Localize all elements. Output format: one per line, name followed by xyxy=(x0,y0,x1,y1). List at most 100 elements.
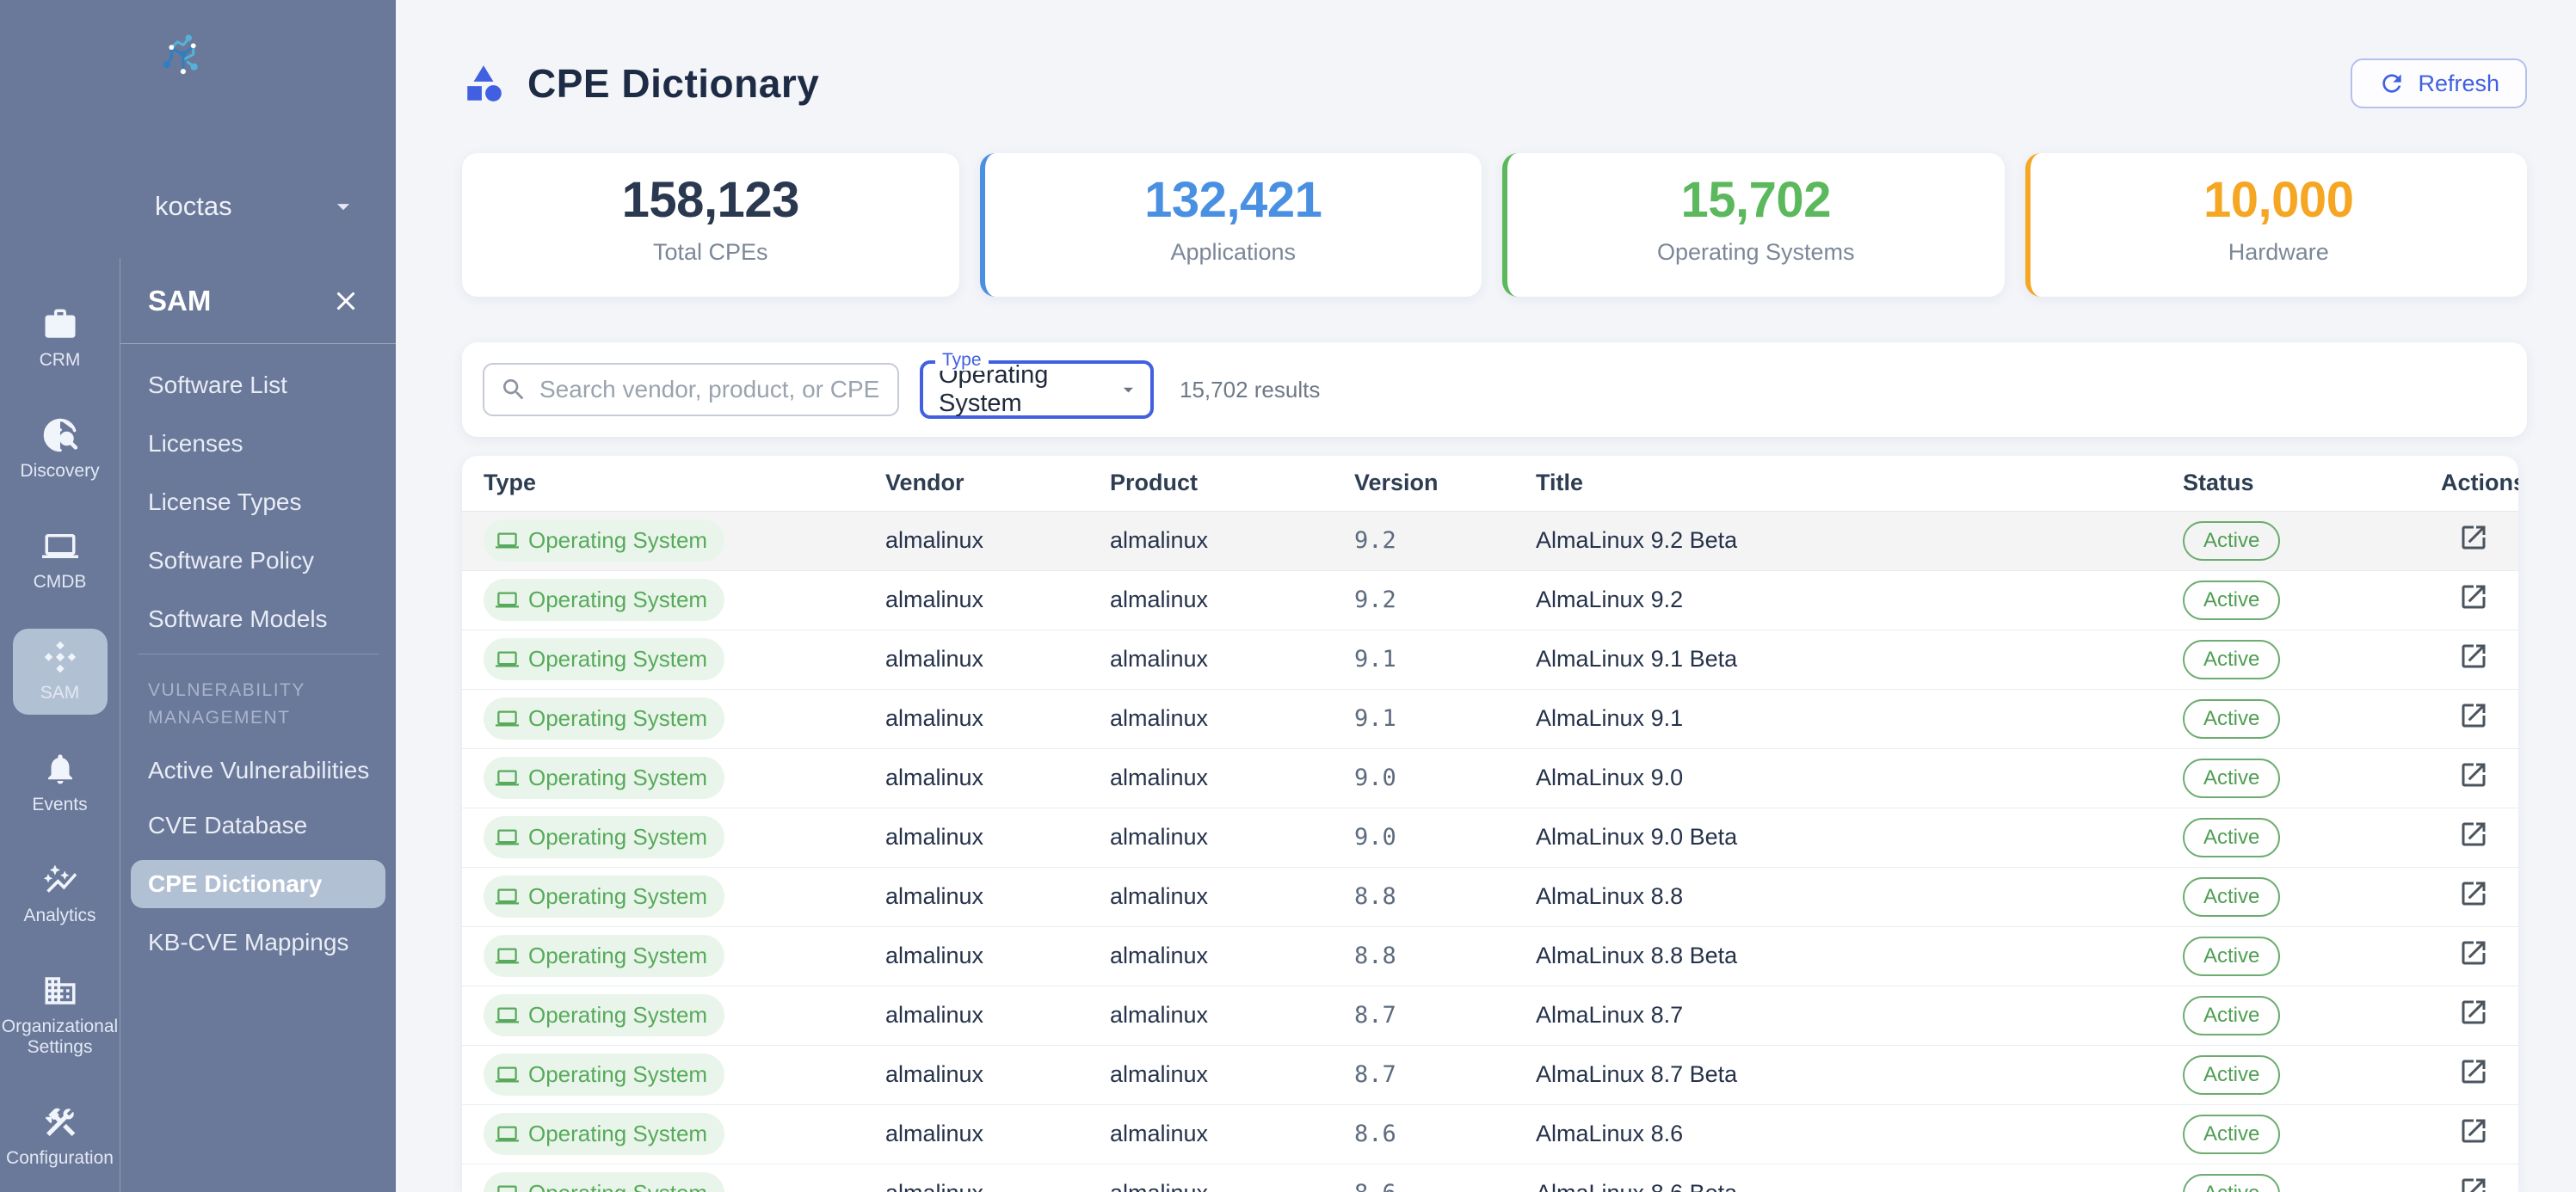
rail-item-crm[interactable]: CRM xyxy=(13,296,108,381)
open-in-new-icon xyxy=(2458,759,2489,790)
tenant-dropdown[interactable]: koctas xyxy=(155,182,358,230)
menu-item-software-policy[interactable]: Software Policy xyxy=(120,531,396,590)
type-chip: Operating System xyxy=(484,638,724,680)
open-in-new-icon xyxy=(2458,641,2489,672)
table-row[interactable]: Operating Systemalmalinuxalmalinux8.8Alm… xyxy=(462,867,2518,926)
stat-card-hardware: 10,000 Hardware xyxy=(2025,153,2528,297)
type-cell: Operating System xyxy=(462,1104,885,1164)
laptop-icon xyxy=(496,885,519,908)
laptop-icon xyxy=(496,648,519,671)
stat-value: 158,123 xyxy=(622,171,799,229)
rail-item-discovery[interactable]: Discovery xyxy=(13,407,108,492)
status-cell: Active xyxy=(2183,1045,2441,1104)
table-row[interactable]: Operating Systemalmalinuxalmalinux8.6Alm… xyxy=(462,1164,2518,1192)
open-in-new-button[interactable] xyxy=(2458,1056,2489,1087)
menu-item-cve-database[interactable]: CVE Database xyxy=(120,798,396,853)
status-cell: Active xyxy=(2183,986,2441,1045)
table-row[interactable]: Operating Systemalmalinuxalmalinux9.0Alm… xyxy=(462,748,2518,808)
open-in-new-button[interactable] xyxy=(2458,819,2489,850)
type-chip-label: Operating System xyxy=(528,527,707,554)
version-cell: 9.2 xyxy=(1354,511,1536,570)
type-chip: Operating System xyxy=(484,1054,724,1096)
actions-cell xyxy=(2441,1045,2518,1104)
table-row[interactable]: Operating Systemalmalinuxalmalinux8.7Alm… xyxy=(462,1045,2518,1104)
open-in-new-button[interactable] xyxy=(2458,937,2489,968)
type-chip: Operating System xyxy=(484,519,724,562)
type-chip-label: Operating System xyxy=(528,587,707,613)
type-chip: Operating System xyxy=(484,935,724,977)
actions-cell xyxy=(2441,748,2518,808)
product-cell: almalinux xyxy=(1110,630,1354,689)
table-row[interactable]: Operating Systemalmalinuxalmalinux9.2Alm… xyxy=(462,511,2518,570)
title-cell: AlmaLinux 8.8 Beta xyxy=(1536,926,2183,986)
sidebar-top: koctas xyxy=(0,0,396,258)
laptop-icon xyxy=(496,588,519,611)
menu-item-licenses[interactable]: Licenses xyxy=(120,415,396,473)
refresh-button[interactable]: Refresh xyxy=(2351,58,2527,108)
table-row[interactable]: Operating Systemalmalinuxalmalinux9.2Alm… xyxy=(462,570,2518,630)
actions-cell xyxy=(2441,570,2518,630)
open-in-new-icon xyxy=(2458,878,2489,909)
open-in-new-button[interactable] xyxy=(2458,641,2489,672)
status-cell: Active xyxy=(2183,867,2441,926)
table-row[interactable]: Operating Systemalmalinuxalmalinux8.7Alm… xyxy=(462,986,2518,1045)
menu-item-active-vulnerabilities[interactable]: Active Vulnerabilities xyxy=(120,743,396,798)
menu-item-software-models[interactable]: Software Models xyxy=(120,590,396,648)
laptop-icon xyxy=(496,529,519,552)
stat-label: Operating Systems xyxy=(1657,239,1855,266)
open-in-new-button[interactable] xyxy=(2458,878,2489,909)
cpe-table-card: TypeVendorProductVersionTitleStatusActio… xyxy=(462,456,2518,1192)
type-chip-label: Operating System xyxy=(528,1002,707,1029)
laptop-icon xyxy=(496,826,519,849)
search-input[interactable] xyxy=(539,376,882,403)
title-cell: AlmaLinux 9.0 Beta xyxy=(1536,808,2183,867)
vendor-cell: almalinux xyxy=(885,1045,1110,1104)
table-row[interactable]: Operating Systemalmalinuxalmalinux8.8Alm… xyxy=(462,926,2518,986)
menu-item-software-list[interactable]: Software List xyxy=(120,356,396,415)
cpe-table: TypeVendorProductVersionTitleStatusActio… xyxy=(462,456,2518,1192)
rail-item-sam[interactable]: SAM xyxy=(13,629,108,714)
open-in-new-button[interactable] xyxy=(2458,700,2489,731)
version-cell: 8.6 xyxy=(1354,1104,1536,1164)
vendor-cell: almalinux xyxy=(885,511,1110,570)
open-in-new-button[interactable] xyxy=(2458,1115,2489,1146)
open-in-new-button[interactable] xyxy=(2458,581,2489,612)
type-select[interactable]: Type Operating System xyxy=(920,360,1154,419)
table-row[interactable]: Operating Systemalmalinuxalmalinux9.1Alm… xyxy=(462,689,2518,748)
menu-item-kb-cve-mappings[interactable]: KB-CVE Mappings xyxy=(120,915,396,970)
table-row[interactable]: Operating Systemalmalinuxalmalinux9.0Alm… xyxy=(462,808,2518,867)
table-row[interactable]: Operating Systemalmalinuxalmalinux9.1Alm… xyxy=(462,630,2518,689)
type-chip-label: Operating System xyxy=(528,705,707,732)
vendor-cell: almalinux xyxy=(885,1164,1110,1192)
menu-item-license-types[interactable]: License Types xyxy=(120,473,396,531)
status-badge: Active xyxy=(2183,996,2280,1035)
type-chip: Operating System xyxy=(484,697,724,740)
sidebar: koctas CRM Discovery CMDB SAM Events Analytic… xyxy=(0,0,396,1192)
open-in-new-button[interactable] xyxy=(2458,522,2489,553)
rail-item-configuration[interactable]: Configuration xyxy=(13,1094,108,1179)
open-in-new-icon xyxy=(2458,522,2489,553)
vendor-cell: almalinux xyxy=(885,867,1110,926)
rail-item-label: CMDB xyxy=(34,572,87,593)
product-cell: almalinux xyxy=(1110,1164,1354,1192)
rail-item-organizational-settings[interactable]: Organizational Settings xyxy=(13,962,108,1068)
type-cell: Operating System xyxy=(462,570,885,630)
vendor-cell: almalinux xyxy=(885,926,1110,986)
rail-item-analytics[interactable]: Analytics xyxy=(13,851,108,937)
page-title: CPE Dictionary xyxy=(527,60,819,107)
status-badge: Active xyxy=(2183,521,2280,561)
open-in-new-button[interactable] xyxy=(2458,759,2489,790)
actions-cell xyxy=(2441,1104,2518,1164)
rail-item-events[interactable]: Events xyxy=(13,740,108,826)
laptop-icon xyxy=(496,1182,519,1192)
module-rail: CRM Discovery CMDB SAM Events Analytics Organi… xyxy=(0,258,120,1192)
open-in-new-button[interactable] xyxy=(2458,997,2489,1028)
rail-item-cmdb[interactable]: CMDB xyxy=(13,518,108,603)
status-cell: Active xyxy=(2183,808,2441,867)
product-cell: almalinux xyxy=(1110,570,1354,630)
menu-item-cpe-dictionary[interactable]: CPE Dictionary xyxy=(131,860,385,908)
status-cell: Active xyxy=(2183,1104,2441,1164)
table-row[interactable]: Operating Systemalmalinuxalmalinux8.6Alm… xyxy=(462,1104,2518,1164)
close-icon[interactable] xyxy=(330,286,361,316)
open-in-new-button[interactable] xyxy=(2458,1175,2489,1192)
